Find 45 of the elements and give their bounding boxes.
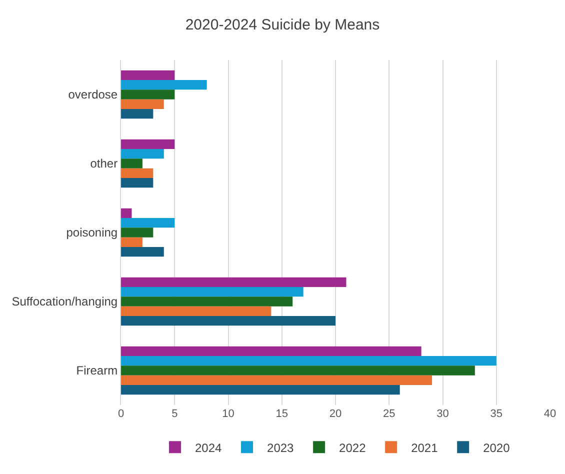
bar <box>121 384 400 395</box>
x-tick-label: 15 <box>276 408 288 420</box>
bar <box>121 346 422 356</box>
bar <box>121 316 336 326</box>
bar <box>121 108 154 119</box>
bar <box>121 366 475 376</box>
bar <box>121 208 132 218</box>
y-tick-label: poisoning <box>66 226 118 240</box>
x-tick-label: 30 <box>436 408 449 420</box>
bar <box>121 178 154 188</box>
legend-label: 2020 <box>483 440 510 455</box>
bar <box>121 99 164 109</box>
bar <box>121 218 175 228</box>
bar <box>121 158 142 168</box>
chart-title: 2020-2024 Suicide by Means <box>185 16 380 34</box>
y-tick-label: other <box>90 156 118 171</box>
bar <box>121 287 304 297</box>
legend-label: 2023 <box>267 440 294 455</box>
y-tick-label: Suffocation/hanging <box>12 294 118 309</box>
legend-label: 2021 <box>411 440 438 455</box>
bar <box>121 306 272 316</box>
x-tick-label: 40 <box>544 408 556 420</box>
legend-label: 2022 <box>339 440 366 455</box>
x-tick-label: 10 <box>222 408 234 420</box>
legend-label: 2024 <box>195 440 222 455</box>
bar <box>121 296 293 306</box>
bar <box>121 70 175 80</box>
y-tick-label: overdose <box>68 88 118 102</box>
y-tick-label: Firearm <box>76 364 118 378</box>
x-tick-label: 35 <box>490 408 503 420</box>
bar <box>121 228 154 238</box>
x-tick-label: 0 <box>118 408 124 420</box>
bar <box>121 80 207 90</box>
bar <box>121 356 496 366</box>
bar <box>121 90 175 100</box>
bar <box>121 277 346 288</box>
bar <box>121 168 154 178</box>
x-tick-label: 5 <box>172 408 178 420</box>
bar <box>121 237 142 247</box>
bar <box>121 375 432 385</box>
bar <box>121 246 164 257</box>
x-tick-label: 25 <box>383 408 396 420</box>
bar <box>121 149 164 159</box>
bar <box>121 139 175 150</box>
x-tick-label: 20 <box>329 408 342 420</box>
